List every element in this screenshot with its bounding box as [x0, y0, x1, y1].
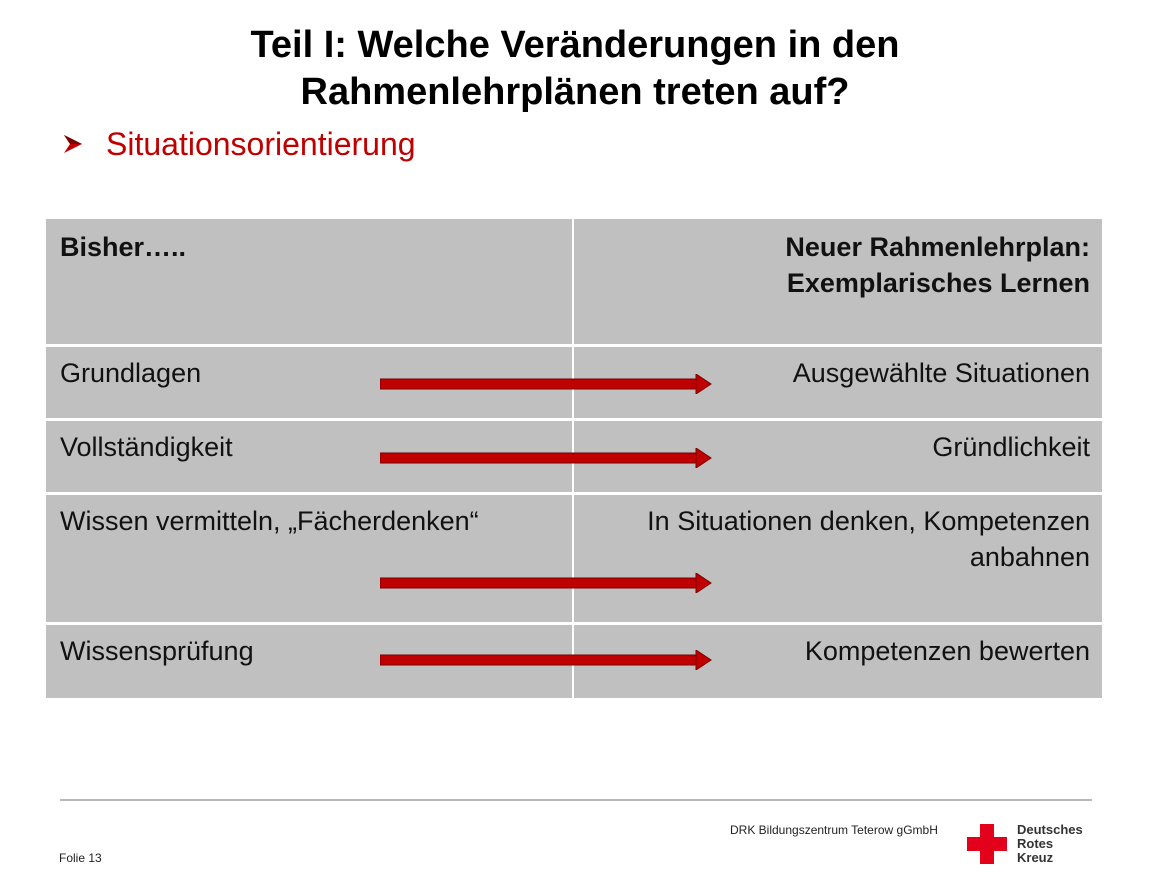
row-1-left: Grundlagen [46, 347, 574, 421]
comparison-table: Bisher….. Neuer Rahmenlehrplan: Exemplar… [46, 219, 1102, 698]
logo-text: Deutsches Rotes Kreuz [1017, 823, 1083, 865]
right-arrow-icon [380, 374, 712, 394]
header-right-line-2: Exemplarisches Lernen [786, 268, 1090, 298]
right-arrow-icon [380, 573, 712, 593]
slide-title: Teil I: Welche Veränderungen in den Rahm… [0, 22, 1150, 116]
bullet-item: Situationsorientierung [62, 122, 416, 166]
row-2-right: Gründlichkeit [574, 421, 1102, 495]
logo-line-3: Kreuz [1017, 850, 1054, 865]
red-cross-icon [967, 824, 1007, 864]
slide-number: Folie 13 [59, 851, 102, 865]
company-name: DRK Bildungszentrum Teterow gGmbH [730, 823, 938, 837]
row-3-left: Wissen vermitteln, „Fächerdenken“ [46, 495, 574, 625]
right-arrow-icon [380, 448, 712, 468]
slide-title-line-1: Teil I: Welche Veränderungen in den [250, 24, 900, 66]
footer-divider [60, 799, 1092, 801]
slide-title-line-2: Rahmenlehrplänen treten auf? [300, 71, 850, 113]
logo-line-2: Rotes [1017, 836, 1054, 851]
drk-logo: Deutsches Rotes Kreuz [967, 823, 1083, 865]
bullet-text: Situationsorientierung [106, 125, 416, 162]
row-3-right: In Situationen denken, Kompetenzen anbah… [574, 495, 1102, 625]
header-right-line-1: Neuer Rahmenlehrplan: [785, 232, 1090, 262]
arrowhead-bullet-icon [64, 135, 82, 153]
right-arrow-icon [380, 650, 712, 670]
logo-line-1: Deutsches [1017, 822, 1083, 837]
header-left: Bisher….. [46, 219, 574, 347]
header-right: Neuer Rahmenlehrplan: Exemplarisches Ler… [574, 219, 1102, 347]
